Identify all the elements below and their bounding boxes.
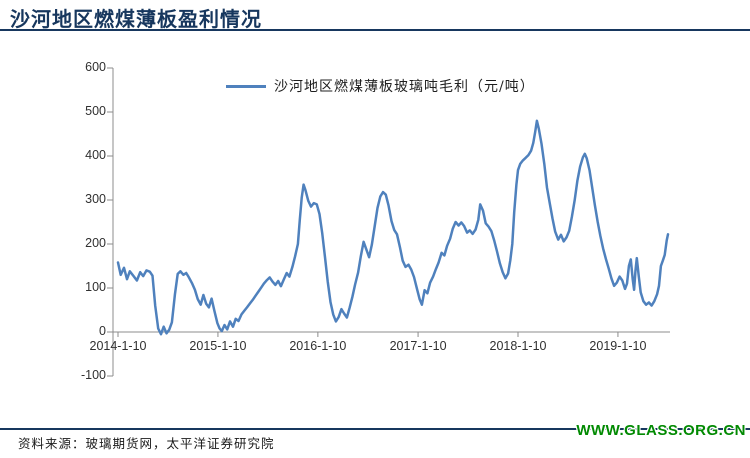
x-tick-label: 2015-1-10 xyxy=(189,339,247,353)
y-tick-label: 200 xyxy=(85,236,106,250)
chart-legend: 沙河地区燃煤薄板玻璃吨毛利（元/吨） xyxy=(226,77,535,95)
x-tick-label: 2016-1-10 xyxy=(289,339,347,353)
y-tick-label: 100 xyxy=(85,280,106,294)
title-underline xyxy=(0,29,750,31)
page-title: 沙河地区燃煤薄板盈利情况 xyxy=(10,7,262,31)
x-tick-label: 2019-1-10 xyxy=(589,339,647,353)
legend-label: 沙河地区燃煤薄板玻璃吨毛利（元/吨） xyxy=(274,79,535,95)
y-tick-label: 600 xyxy=(85,60,106,74)
footer-divider xyxy=(0,428,750,430)
source-note: 资料来源：玻璃期货网，太平洋证券研究院 xyxy=(18,436,275,451)
x-tick-label: 2014-1-10 xyxy=(89,339,147,353)
line-chart: 600 500 400 300 200 100 0 -100 2014-1-10 2015-1-1… xyxy=(0,32,750,422)
x-tick-label: 2018-1-10 xyxy=(489,339,547,353)
y-tick-label: 300 xyxy=(85,192,106,206)
y-tick-label: -100 xyxy=(80,368,106,382)
x-tick-label: 2017-1-10 xyxy=(389,339,447,353)
watermark-url: WWW.GLASS.ORG.CN xyxy=(576,422,746,439)
legend-line-swatch xyxy=(226,84,266,88)
y-tick-label: 500 xyxy=(85,104,106,118)
chart-canvas xyxy=(107,67,670,377)
y-tick-label: 0 xyxy=(99,324,106,338)
y-tick-label: 400 xyxy=(85,148,106,162)
